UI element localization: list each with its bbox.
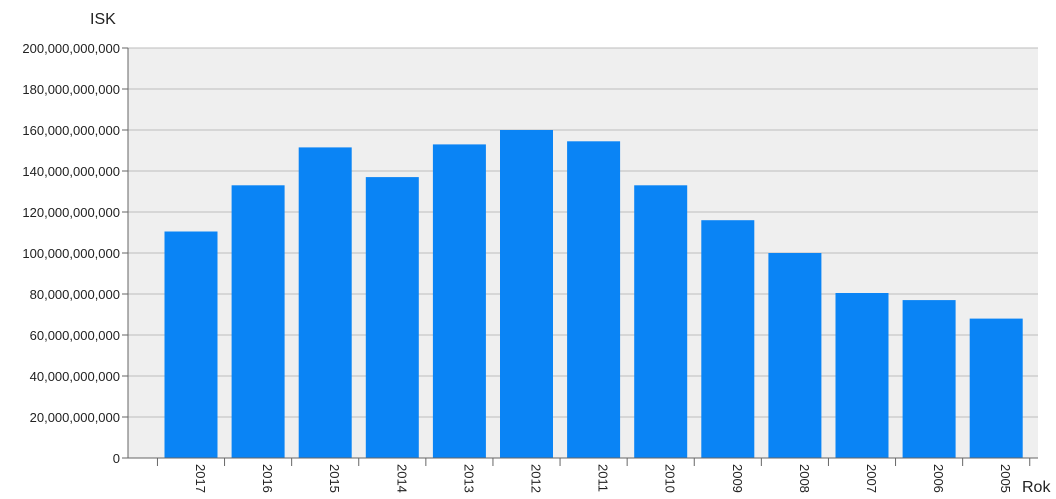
y-tick-label: 60,000,000,000: [30, 328, 120, 343]
bar-2012: [500, 130, 553, 458]
x-tick-label: 2011: [596, 464, 611, 492]
y-tick-label: 160,000,000,000: [22, 123, 120, 138]
y-tick-label: 40,000,000,000: [30, 369, 120, 384]
bar-2015: [298, 147, 352, 458]
x-tick-label: 2006: [931, 464, 946, 493]
bar-2006: [902, 300, 956, 458]
y-tick-label: 140,000,000,000: [22, 164, 120, 179]
y-tick-label: 100,000,000,000: [22, 246, 120, 261]
y-tick-label: 80,000,000,000: [30, 287, 120, 302]
x-tick-label: 2010: [663, 464, 678, 493]
x-tick-label: 2015: [327, 464, 342, 493]
x-tick-label: 2009: [730, 464, 745, 493]
x-tick-label: 2005: [998, 464, 1013, 493]
y-tick-label: 0: [113, 451, 120, 466]
x-tick-label: 2012: [529, 464, 544, 493]
bar-2009: [701, 220, 755, 458]
x-tick-label: 2013: [461, 464, 476, 493]
x-tick-label: 2017: [193, 464, 208, 493]
x-tick-label: 2016: [260, 464, 275, 493]
y-tick-label: 20,000,000,000: [30, 410, 120, 425]
y-tick-label: 120,000,000,000: [22, 205, 120, 220]
bar-2005: [969, 318, 1023, 458]
y-tick-label: 180,000,000,000: [22, 82, 120, 97]
bar-2013: [432, 144, 486, 458]
bar-2011: [567, 141, 621, 459]
bar-2017: [164, 231, 218, 458]
bars: [164, 130, 1023, 459]
bar-2008: [768, 253, 822, 458]
y-axis-title: ISK: [90, 11, 116, 28]
x-tick-labels: 2017 2016 2015 2014 2013 2012 2011 2010 2009 2008…: [156, 458, 1031, 493]
bar-2014: [365, 177, 419, 458]
x-tick-label: 2007: [864, 464, 879, 493]
x-axis-title: Rok: [1022, 479, 1051, 496]
x-tick-label: 2008: [797, 464, 812, 493]
y-tick-label: 200,000,000,000: [22, 41, 120, 56]
y-tick-labels: 0 20,000,000,000 40,000,000,000 60,000,000,…: [22, 41, 128, 466]
bar-2010: [634, 185, 688, 459]
bar-2007: [835, 293, 889, 458]
bar-2016: [231, 185, 285, 459]
x-tick-label: 2014: [394, 464, 409, 493]
